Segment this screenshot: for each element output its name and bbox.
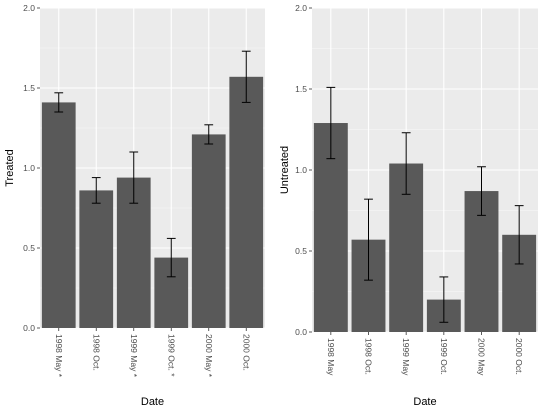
x-category-label: 2000 May bbox=[477, 338, 487, 376]
bar bbox=[41, 102, 76, 329]
x-category-label: 1998 May * bbox=[54, 334, 64, 378]
bar bbox=[79, 190, 114, 328]
y-tick-label: 0.0 bbox=[295, 327, 307, 337]
treated-chart: 0.0 0.5 1.0 1.5 2.0 1998 May * 1998 Oct. 1999 M… bbox=[4, 3, 265, 408]
bar bbox=[191, 134, 226, 328]
x-category-label: 1998 Oct. bbox=[91, 334, 101, 371]
x-category-label: 1999 Oct. bbox=[439, 338, 449, 375]
y-tick-label: 1.5 bbox=[295, 84, 307, 94]
x-category-label: 2000 Oct. bbox=[514, 338, 524, 375]
x-category-label: 1999 May bbox=[401, 338, 411, 376]
y-tick-label: 0.5 bbox=[295, 246, 307, 256]
x-category-label: 1998 May bbox=[326, 338, 336, 376]
x-axis-title: Date bbox=[141, 396, 164, 408]
untreated-chart: 0.0 0.5 1.0 1.5 2.0 1998 May 1998 Oct. 1999 May… bbox=[279, 3, 538, 408]
y-tick-label: 2.0 bbox=[295, 3, 307, 13]
bar bbox=[229, 76, 264, 328]
x-category-label: 1999 Oct. * bbox=[166, 334, 176, 377]
x-category-label: 2000 May * bbox=[204, 334, 214, 378]
x-category-label: 1999 May * bbox=[129, 334, 139, 378]
y-tick-label: 1.0 bbox=[23, 163, 35, 173]
x-category-label: 1998 Oct. bbox=[364, 338, 374, 375]
y-tick-label: 1.5 bbox=[23, 83, 35, 93]
x-axis-title: Date bbox=[413, 396, 436, 408]
x-category-label: 2000 Oct. bbox=[241, 334, 251, 371]
y-tick-label: 1.0 bbox=[295, 165, 307, 175]
y-tick-label: 0.0 bbox=[23, 323, 35, 333]
y-axis-title: Untreated bbox=[279, 146, 291, 194]
y-tick-label: 0.5 bbox=[23, 243, 35, 253]
y-axis-title: Treated bbox=[4, 149, 16, 187]
y-tick-label: 2.0 bbox=[23, 3, 35, 13]
